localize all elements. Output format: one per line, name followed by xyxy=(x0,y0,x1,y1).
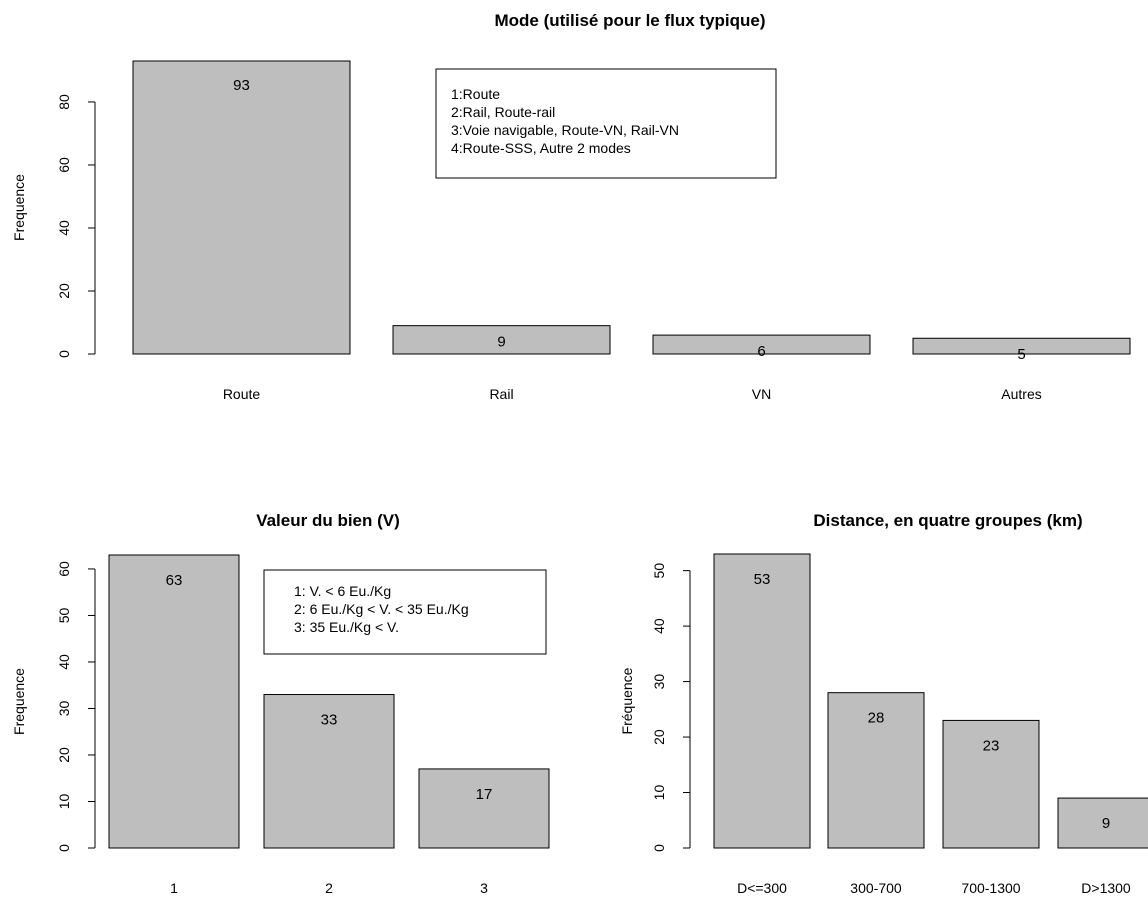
chart-panel-2: Valeur du bien (V) Frequence 0 10 20 30 40 50 60… xyxy=(11,511,550,896)
bar xyxy=(827,692,925,849)
bar xyxy=(392,325,611,355)
y-tick-label: 10 xyxy=(651,785,667,801)
y-tick-label: 80 xyxy=(56,94,72,110)
data-label: 33 xyxy=(321,712,338,729)
legend-entry: 2:Rail, Route-rail xyxy=(451,104,555,120)
legend-entry: 4:Route-SSS, Autre 2 modes xyxy=(451,140,631,156)
data-label: 6 xyxy=(757,343,765,360)
x-category-label: VN xyxy=(752,386,771,402)
y-axis-label: Frequence xyxy=(11,174,27,241)
x-category-label: Rail xyxy=(489,386,513,402)
data-label: 63 xyxy=(166,572,183,589)
data-label: 53 xyxy=(754,571,771,588)
x-category-label: 3 xyxy=(480,880,488,896)
y-tick-label: 30 xyxy=(56,700,72,716)
bar xyxy=(418,768,550,849)
y-axis-label: Frequence xyxy=(11,668,27,735)
legend-entry: 1:Route xyxy=(451,86,500,102)
bar xyxy=(912,337,1131,355)
chart-title: Distance, en quatre groupes (km) xyxy=(813,511,1082,530)
data-label: 9 xyxy=(1102,815,1110,832)
legend-box xyxy=(435,68,777,179)
bar xyxy=(713,553,811,849)
y-tick-label: 20 xyxy=(56,283,72,299)
chart-panel-1: Mode (utilisé pour le flux typique) Frequ… xyxy=(11,11,1131,402)
bar xyxy=(263,694,395,849)
y-tick-label: 40 xyxy=(56,654,72,670)
bar xyxy=(132,60,351,355)
y-tick-label: 0 xyxy=(651,844,667,852)
chart-title: Mode (utilisé pour le flux typique) xyxy=(494,11,765,30)
legend-box xyxy=(263,569,547,655)
bar xyxy=(942,719,1040,849)
x-category-label: D<=300 xyxy=(737,880,787,896)
y-tick-label: 20 xyxy=(651,729,667,745)
y-axis-label: Fréquence xyxy=(619,667,635,734)
y-tick-label: 30 xyxy=(651,674,667,690)
data-label: 23 xyxy=(983,737,1000,754)
y-tick-label: 0 xyxy=(56,350,72,358)
x-category-label: 1 xyxy=(170,880,178,896)
y-tick-label: 60 xyxy=(56,157,72,173)
chart-panel-3: Distance, en quatre groupes (km) Fréquenc… xyxy=(619,511,1148,896)
data-label: 17 xyxy=(476,786,493,803)
legend-entry: 3:Voie navigable, Route-VN, Rail-VN xyxy=(451,122,679,138)
data-label: 5 xyxy=(1017,346,1025,363)
y-tick-label: 50 xyxy=(651,563,667,579)
chart-title: Valeur du bien (V) xyxy=(256,511,400,530)
y-tick-label: 50 xyxy=(56,607,72,623)
data-label: 9 xyxy=(497,334,505,351)
x-category-label: 2 xyxy=(325,880,333,896)
y-tick-label: 10 xyxy=(56,793,72,809)
legend-entry: 1: V. < 6 Eu./Kg xyxy=(294,583,391,599)
bar xyxy=(1057,797,1148,849)
legend-entry: 3: 35 Eu./Kg < V. xyxy=(294,619,399,635)
bar xyxy=(652,334,871,355)
y-tick-label: 40 xyxy=(56,220,72,236)
y-tick-label: 40 xyxy=(651,618,667,634)
x-category-label: Route xyxy=(223,386,261,402)
y-tick-label: 0 xyxy=(56,844,72,852)
data-label: 93 xyxy=(233,77,250,94)
legend-entry: 2: 6 Eu./Kg < V. < 35 Eu./Kg xyxy=(294,601,469,617)
legend: 1:Route 2:Rail, Route-rail 3:Voie navigabl… xyxy=(435,68,777,179)
data-label: 28 xyxy=(868,710,885,727)
legend: 1: V. < 6 Eu./Kg 2: 6 Eu./Kg < V. < 35 Eu… xyxy=(263,569,547,655)
x-category-label: D>1300 xyxy=(1081,880,1131,896)
bar xyxy=(108,554,240,849)
x-category-label: 700-1300 xyxy=(961,880,1020,896)
x-category-label: Autres xyxy=(1001,386,1041,402)
y-tick-label: 20 xyxy=(56,747,72,763)
x-category-label: 300-700 xyxy=(850,880,902,896)
y-tick-label: 60 xyxy=(56,561,72,577)
